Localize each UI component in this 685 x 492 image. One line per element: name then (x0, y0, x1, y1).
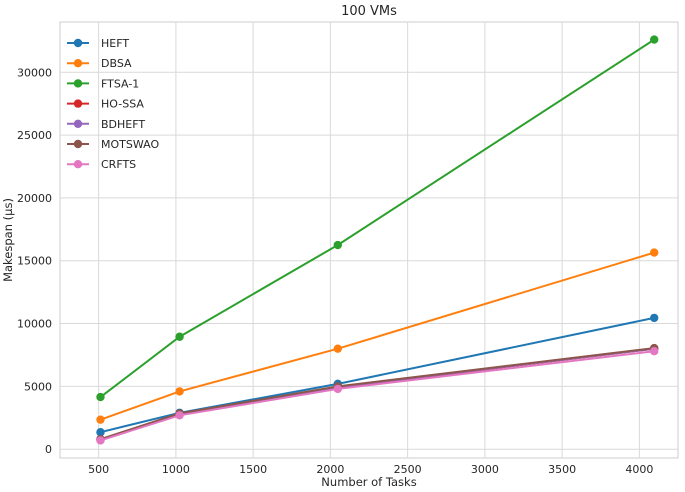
legend-swatch-marker (73, 99, 83, 108)
x-tick-label: 4000 (625, 463, 653, 476)
grid (60, 22, 678, 458)
legend-label: FTSA-1 (101, 77, 139, 90)
x-tick-labels: 500 1000 1500 2000 2500 3000 3500 4000 (88, 463, 653, 476)
data-point (333, 344, 342, 353)
y-tick-label: 5000 (24, 380, 52, 393)
data-point (175, 332, 184, 341)
y-tick-label: 25000 (17, 129, 52, 142)
data-point (333, 384, 342, 394)
series-crfts (96, 346, 659, 445)
series-dbsa (96, 248, 659, 424)
y-tick-labels: 0 5000 10000 15000 20000 25000 30000 (17, 66, 52, 456)
data-point (650, 313, 659, 323)
legend-item: MOTSWAO (67, 138, 159, 151)
legend-swatch-marker (73, 139, 83, 149)
legend-item: FTSA-1 (67, 77, 139, 90)
legend-label: DBSA (101, 57, 132, 70)
chart-title: 100 VMs (341, 4, 397, 19)
data-point (175, 387, 184, 396)
data-point (650, 248, 659, 257)
y-tick-label: 15000 (17, 255, 52, 268)
legend-label: HEFT (101, 37, 129, 50)
legend-item: HO-SSA (67, 98, 144, 111)
legend-label: HO-SSA (101, 98, 144, 111)
y-axis-label: Makespan (µs) (1, 198, 15, 282)
data-point (333, 240, 342, 250)
legend-item: DBSA (67, 57, 132, 70)
data-point (96, 392, 105, 402)
series-line (100, 350, 655, 442)
series-line (100, 347, 655, 441)
legend-swatch-marker (73, 79, 83, 88)
y-tick-label: 0 (45, 443, 52, 456)
x-tick-label: 1000 (162, 463, 190, 476)
data-point (96, 428, 105, 437)
y-tick-label: 20000 (17, 192, 52, 205)
data-point (650, 346, 659, 356)
legend-item: BDHEFT (67, 118, 145, 131)
plot-area (59, 21, 679, 459)
legend: HEFT DBSA FTSA-1 HO-SSA BDHEFT MOTSWAO CRFTS (67, 37, 159, 171)
y-tick-label: 10000 (17, 318, 52, 331)
x-tick-label: 500 (88, 463, 109, 476)
data-point (175, 411, 184, 420)
x-tick-label: 1500 (239, 463, 267, 476)
legend-swatch-marker (73, 119, 83, 128)
legend-label: CRFTS (101, 158, 136, 171)
series-ftsa-1 (96, 35, 659, 402)
legend-label: MOTSWAO (101, 138, 159, 151)
legend-swatch-marker (73, 38, 83, 48)
series-line (100, 316, 655, 434)
legend-item: HEFT (67, 37, 129, 50)
x-tick-label: 2000 (316, 463, 344, 476)
legend-label: BDHEFT (101, 118, 145, 131)
series-line (100, 251, 655, 421)
series-group (96, 35, 659, 445)
y-tick-label: 30000 (17, 66, 52, 79)
data-point (96, 436, 105, 445)
data-point (96, 415, 105, 424)
legend-item: CRFTS (67, 158, 136, 171)
data-point (650, 35, 659, 44)
x-tick-label: 3500 (548, 463, 576, 476)
x-tick-label: 2500 (394, 463, 422, 476)
x-axis-label: Number of Tasks (321, 475, 416, 489)
legend-swatch-marker (73, 59, 83, 68)
x-tick-label: 3000 (471, 463, 499, 476)
legend-swatch-marker (73, 160, 83, 169)
series-line (99, 38, 655, 398)
